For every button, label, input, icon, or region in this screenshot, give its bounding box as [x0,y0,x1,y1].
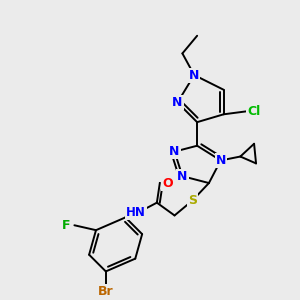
Text: O: O [162,176,173,190]
Text: N: N [189,68,200,82]
Text: S: S [188,194,197,207]
Text: Cl: Cl [248,105,261,118]
Text: N: N [215,154,226,167]
Text: N: N [177,170,188,183]
Text: N: N [172,96,183,109]
Text: F: F [62,219,71,232]
Text: HN: HN [126,206,146,219]
Text: N: N [169,145,180,158]
Text: Br: Br [98,285,114,298]
